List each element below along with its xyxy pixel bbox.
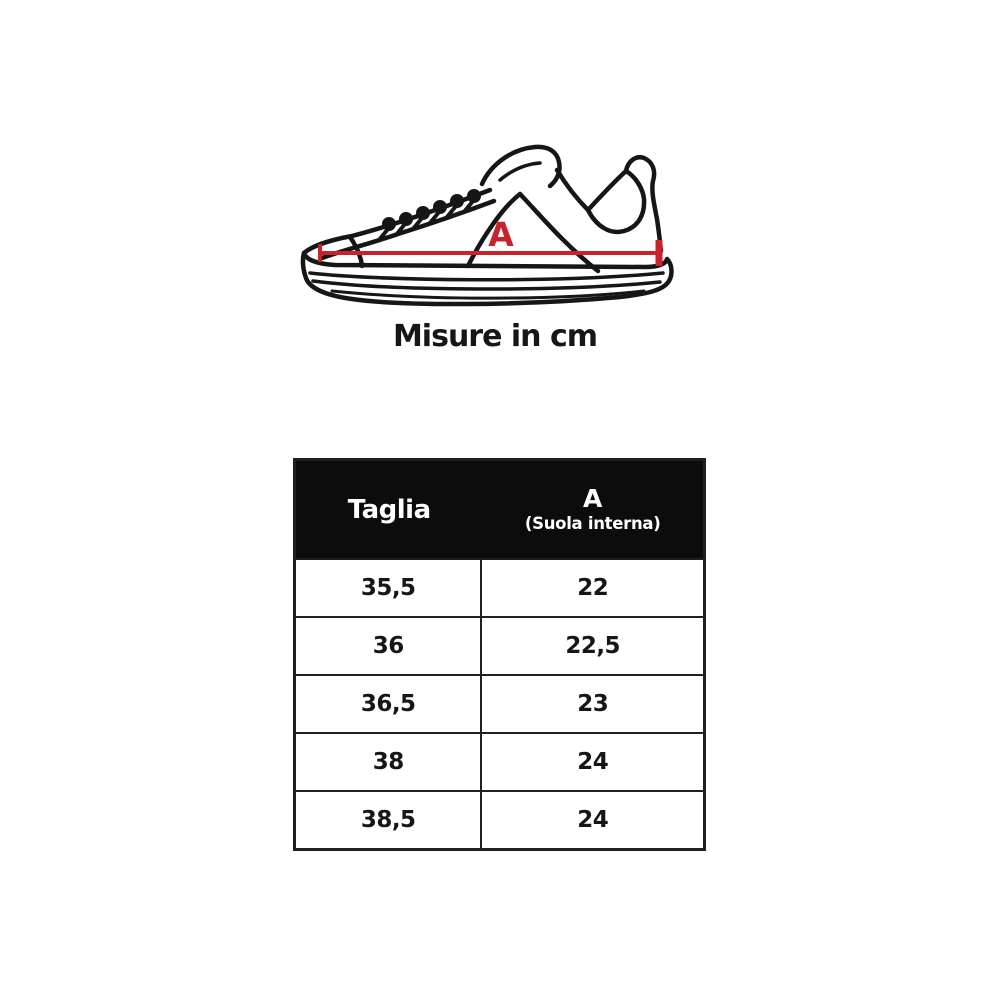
cell-taglia: 38,5 <box>296 792 483 848</box>
cell-a: 23 <box>577 691 609 717</box>
heel-group <box>585 155 664 254</box>
sneaker-line-art-icon: A <box>300 144 674 307</box>
sole-group <box>300 250 674 307</box>
laces-group <box>377 189 481 242</box>
cell-taglia: 35,5 <box>296 560 483 616</box>
table-header-row: Taglia A (Suola interna) <box>296 461 703 558</box>
tongue-group <box>479 144 591 213</box>
cell-taglia: 36 <box>296 618 483 674</box>
header-taglia: Taglia <box>347 494 431 525</box>
cell-a: 24 <box>577 749 609 775</box>
figure-caption: Misure in cm <box>392 319 598 354</box>
shoe-measure-figure: A Misure in cm <box>0 0 1000 440</box>
table-row: 36,5 23 <box>296 674 703 732</box>
header-a-subtitle: (Suola interna) <box>524 514 661 534</box>
table-row: 35,5 22 <box>296 558 703 616</box>
table-row: 38,5 24 <box>296 790 703 848</box>
cell-a: 24 <box>577 807 609 833</box>
cell-a: 22 <box>577 575 609 601</box>
table-row: 36 22,5 <box>296 616 703 674</box>
cell-taglia: 36,5 <box>296 676 483 732</box>
measure-label-a: A <box>488 215 514 254</box>
header-a: A (Suola interna) <box>482 461 703 558</box>
table-row: 38 24 <box>296 732 703 790</box>
header-a-title: A <box>583 483 603 513</box>
size-table: Taglia A (Suola interna) 35,5 22 36 22,5… <box>293 458 706 851</box>
cell-a: 22,5 <box>565 633 621 659</box>
measure-line-a <box>318 240 663 266</box>
cell-taglia: 38 <box>296 734 483 790</box>
